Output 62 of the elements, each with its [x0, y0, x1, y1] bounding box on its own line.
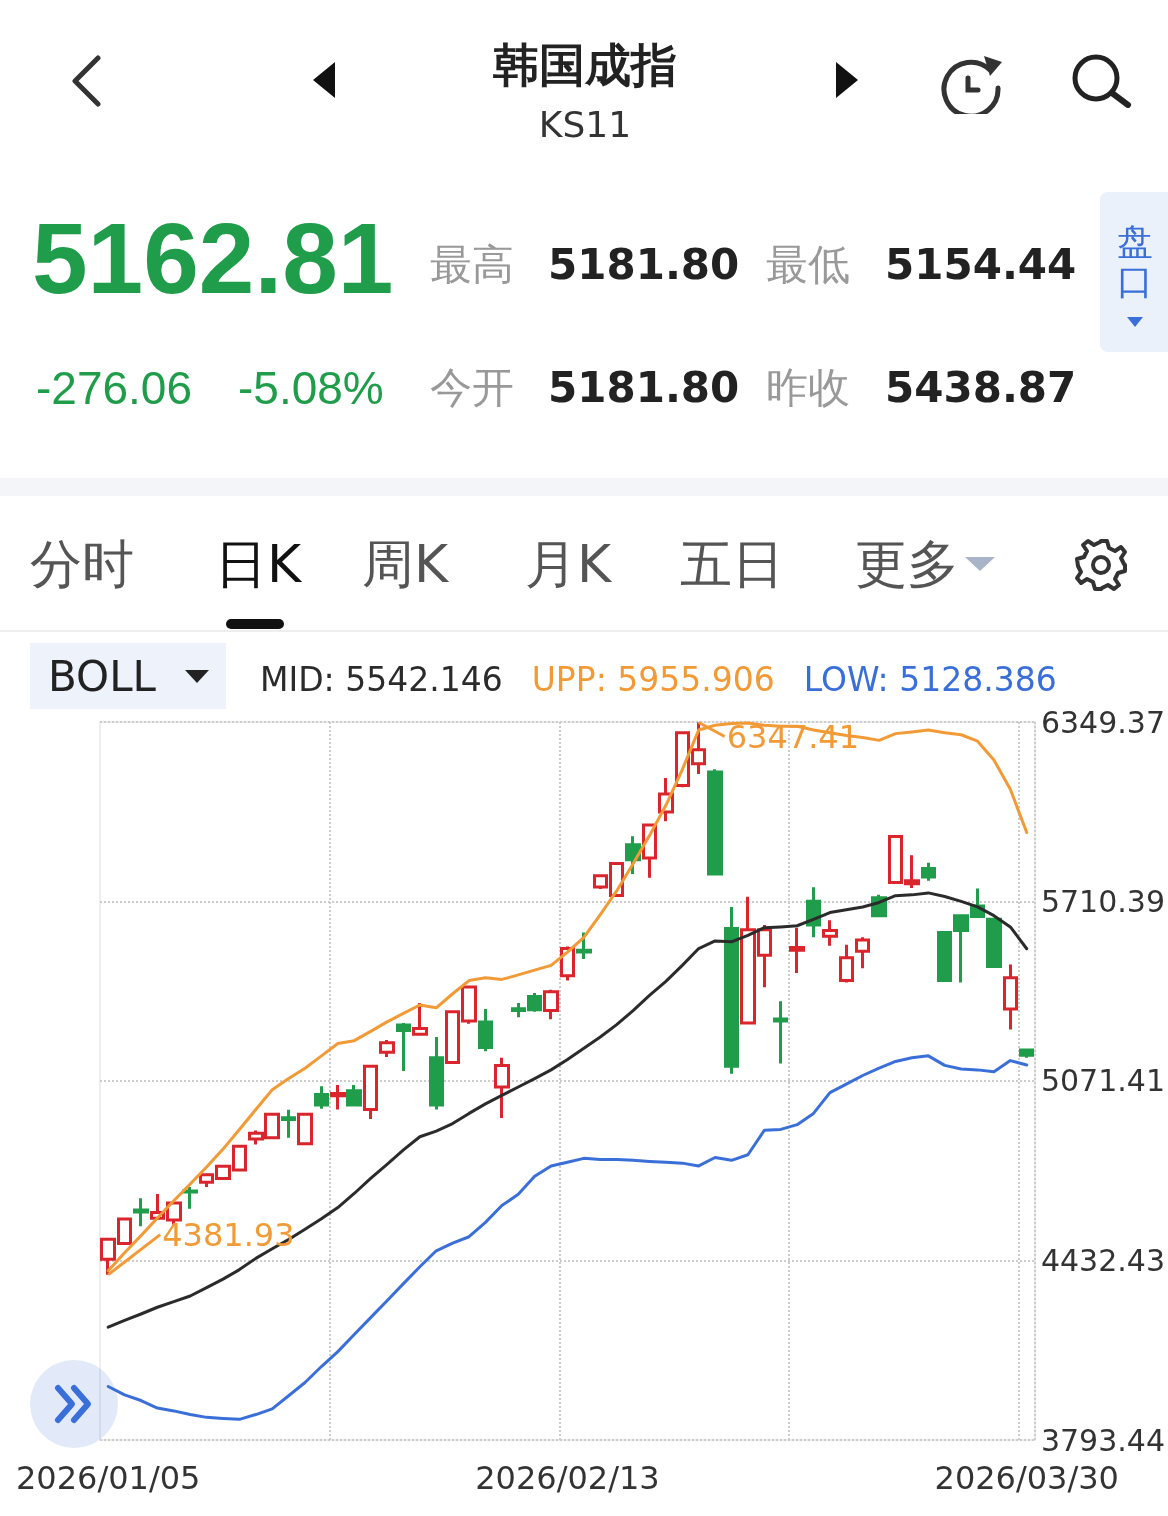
y-tick-label: 5710.39 [1040, 884, 1165, 919]
text: 日K [215, 534, 302, 595]
line-series [106, 1054, 1029, 1421]
text: -5.08% [238, 361, 384, 414]
text: 5154.44 [885, 239, 1077, 289]
text: BOLL [48, 651, 156, 701]
candlestick [1019, 1048, 1034, 1060]
candlestick [855, 937, 870, 969]
candlestick [412, 1003, 428, 1036]
text: 月K [525, 534, 612, 595]
text: 5181.80 [548, 362, 740, 412]
candlestick [789, 927, 805, 973]
candlestick [396, 1022, 411, 1071]
text: 五日 [680, 534, 784, 595]
candlestick [379, 1038, 395, 1059]
candlestick [314, 1086, 329, 1109]
text: 昨收 [766, 362, 850, 412]
candlestick [478, 1008, 493, 1052]
text: 5181.80 [548, 239, 740, 289]
x-tick-label: 2026/03/30 [934, 1459, 1119, 1497]
candlestick [822, 920, 838, 946]
line-series [106, 891, 1029, 1329]
candlestick [724, 906, 739, 1074]
candlestick [330, 1085, 346, 1110]
text: 分时 [30, 534, 134, 595]
candlestick [297, 1112, 313, 1146]
text: 更多 [855, 534, 959, 595]
candlestick [707, 769, 723, 876]
text: -276.06 [36, 361, 193, 414]
line-series [106, 721, 1029, 1273]
text: 5438.87 [885, 362, 1077, 412]
x-tick-label: 2026/01/05 [15, 1459, 201, 1497]
y-tick-label: 5071.41 [1040, 1063, 1165, 1099]
text: 盘口 [1117, 221, 1153, 302]
x-tick-label: 2026/02/13 [475, 1459, 660, 1497]
series-label: UPP: 5955.906 [531, 660, 775, 699]
chart-title: 韩国成指 [493, 37, 677, 92]
text: 今开 [430, 362, 514, 412]
candlestick [494, 1057, 510, 1118]
annotation: 4381.93 [162, 1215, 295, 1254]
candlestick [346, 1085, 362, 1107]
text: 最低 [766, 239, 850, 289]
candlestick [429, 1037, 444, 1110]
candlestick [986, 917, 1002, 968]
text: 周K [362, 534, 449, 595]
y-tick-label: 3793.44 [1040, 1422, 1165, 1458]
candlestick [363, 1064, 378, 1120]
legend-label: MID: 5542.146 [260, 660, 503, 699]
candlestick [773, 1001, 788, 1064]
candlestick [839, 944, 854, 983]
text: 最高 [430, 239, 514, 289]
text: LOW: 5128.386 [803, 660, 1057, 699]
candlestick [543, 989, 559, 1020]
candlestick [133, 1198, 149, 1227]
y-tick-label: 4432.43 [1040, 1243, 1165, 1278]
candlestick [281, 1109, 296, 1138]
chart-subtitle: KS11 [538, 104, 632, 146]
text: 5162.81 [32, 202, 394, 314]
candlestick [182, 1187, 198, 1209]
candlestick [1003, 964, 1018, 1030]
candlestick [921, 861, 936, 883]
y-tick-label: 6349.37 [1040, 704, 1165, 740]
